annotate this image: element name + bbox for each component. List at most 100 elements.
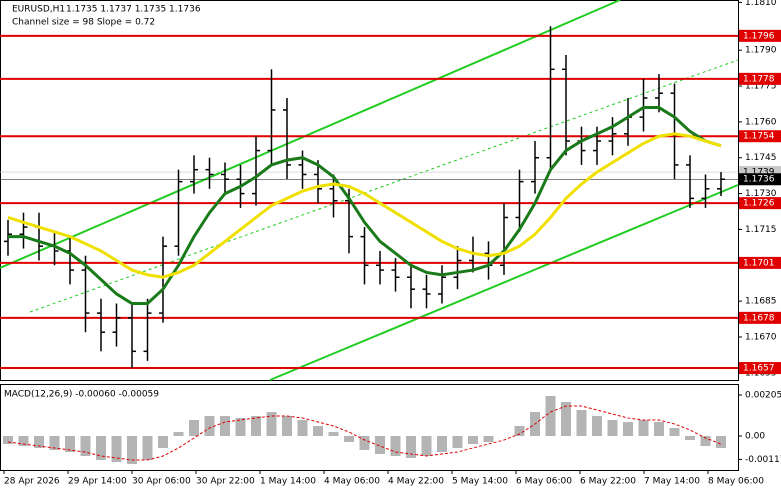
macd-bar <box>18 436 29 446</box>
macd-bar <box>189 420 199 436</box>
subtitle: Channel size = 98 Slope = 0.72 <box>12 18 155 28</box>
macd-bar <box>390 436 401 456</box>
macd-bar <box>220 416 230 436</box>
level-label: 1.1678 <box>743 313 775 323</box>
channel-upper <box>0 0 621 269</box>
macd-bar <box>669 428 680 436</box>
macd-bar <box>235 418 246 436</box>
macd-bar <box>716 436 726 448</box>
macd-tick-label: 0.00 <box>745 432 765 442</box>
level-label: 1.1778 <box>743 74 775 84</box>
y-tick-label: 1.1670 <box>745 332 777 342</box>
x-tick-label: 8 May 06:00 <box>708 477 764 487</box>
macd-tick-label: -0.00117 <box>745 455 781 465</box>
x-tick-label: 5 May 14:00 <box>452 477 508 487</box>
macd-bar <box>638 420 649 436</box>
macd-bar <box>344 436 354 442</box>
level-tag <box>739 362 781 375</box>
macd-frame <box>0 384 739 471</box>
macd-bar <box>468 436 478 444</box>
levels <box>0 34 738 370</box>
macd-bar <box>96 436 106 460</box>
macd-bar <box>359 436 370 450</box>
macd-bar <box>437 436 447 452</box>
x-tick-label: 6 May 22:00 <box>580 477 636 487</box>
price-frame <box>0 0 739 381</box>
level-label: 1.1726 <box>743 199 775 209</box>
x-tick-label: 28 Apr 2026 <box>4 477 60 487</box>
x-tick-label: 4 May 06:00 <box>324 477 380 487</box>
macd-bar <box>204 416 215 436</box>
macd-bar <box>251 416 261 436</box>
macd-bar <box>80 436 91 456</box>
macd-bar <box>654 422 664 436</box>
y-tick-label: 1.1790 <box>745 46 777 56</box>
macd-bar <box>514 426 525 436</box>
macd-bar <box>421 436 432 456</box>
macd-bar <box>3 436 13 444</box>
macd-bar <box>561 402 571 436</box>
symbol: EURUSD,H1 <box>12 5 65 15</box>
level-tag <box>739 311 781 324</box>
x-tick-label: 7 May 14:00 <box>644 477 700 487</box>
macd-bar <box>592 416 602 436</box>
level-label: 1.1657 <box>743 364 775 374</box>
macd-signal <box>7 405 722 461</box>
macd-bar <box>313 426 323 436</box>
level-tag <box>739 256 781 269</box>
level-tag <box>739 130 781 143</box>
plot <box>3 26 726 464</box>
moving-average <box>7 132 722 279</box>
x-tick-label: 30 Apr 06:00 <box>132 477 191 487</box>
moving-average <box>8 106 722 306</box>
macd-bar <box>142 436 153 460</box>
level-tag <box>739 197 781 210</box>
y-tick-label: 1.1730 <box>745 189 777 199</box>
x-tick-label: 4 May 22:00 <box>388 477 444 487</box>
y-tick-label: 1.1810 <box>745 0 777 8</box>
x-tick-label: 30 Apr 22:00 <box>196 477 255 487</box>
macd-bar <box>545 396 556 436</box>
y-tick-label: 1.1745 <box>745 153 777 163</box>
macd-bar <box>328 432 339 436</box>
level-tag <box>739 72 781 85</box>
macd-bar <box>297 420 308 436</box>
macd-bar <box>483 436 494 442</box>
macd-bar <box>127 436 137 464</box>
macd-bar <box>173 432 184 436</box>
macd-bar <box>700 436 711 446</box>
y-tick-label: 1.1715 <box>745 225 777 235</box>
level-label: 1.1796 <box>743 31 775 41</box>
macd-bar <box>282 416 292 436</box>
y-tick-label: 1.1685 <box>745 297 777 307</box>
marker-label: 1.1736 <box>743 175 775 185</box>
macd-bar <box>576 410 587 436</box>
macd-bar <box>406 436 416 458</box>
level-label: 1.1701 <box>743 258 775 268</box>
channel-lower <box>269 184 739 381</box>
macd-bar <box>607 420 618 436</box>
macd-bar <box>65 436 75 452</box>
macd-title: MACD(12,26,9) -0.00060 -0.00059 <box>4 390 159 400</box>
macd-bar <box>623 422 633 436</box>
macd-bar <box>49 436 60 450</box>
quote: 1.1735 1.1737 1.1735 1.1736 <box>66 5 201 15</box>
y-tick-label: 1.1775 <box>745 82 777 92</box>
channel-middle <box>29 59 739 313</box>
level-label: 1.1754 <box>743 132 775 142</box>
macd-tick-label: 0.00205 <box>745 391 781 401</box>
macd-bar <box>34 436 44 448</box>
marker-tag <box>739 173 781 186</box>
marker-label: 1.1739 <box>743 168 775 178</box>
x-tick-label: 1 May 14:00 <box>260 477 316 487</box>
axis: 1.18101.17901.17751.17601.17451.17301.17… <box>3 0 781 487</box>
macd-bar <box>375 436 385 454</box>
macd-bar <box>452 436 463 448</box>
y-tick-label: 1.1760 <box>745 117 777 127</box>
level-tag <box>739 29 781 42</box>
macd-bar <box>158 436 168 448</box>
macd-bar <box>266 412 277 436</box>
